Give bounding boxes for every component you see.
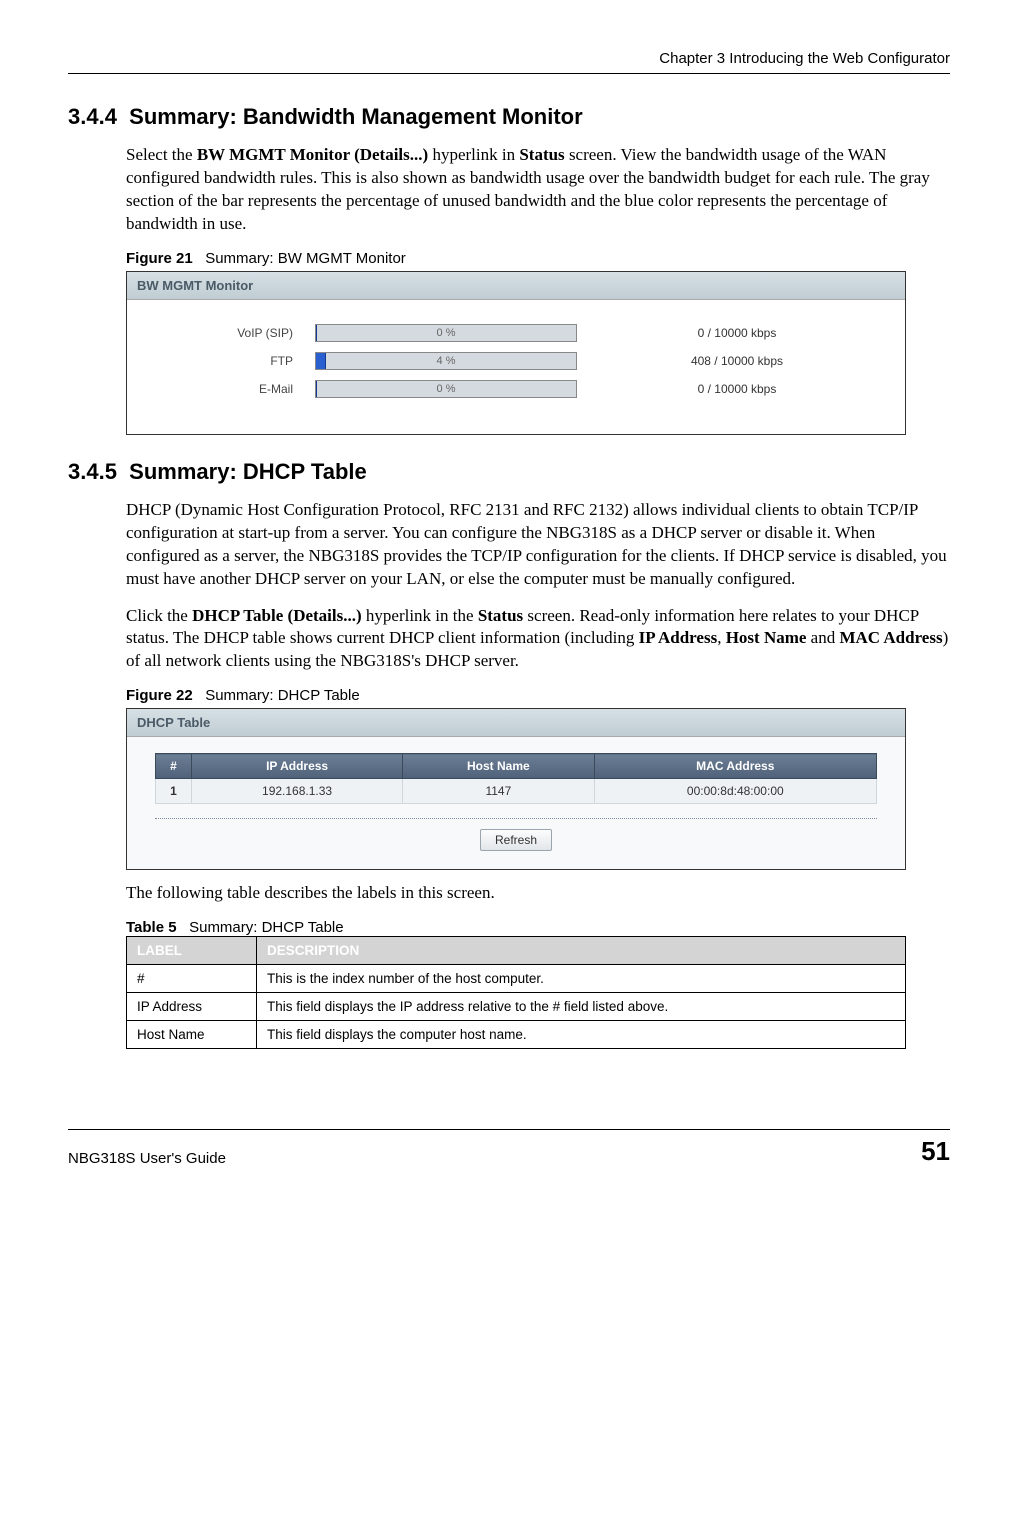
bw-usage: 408 / 10000 kbps: [577, 354, 897, 368]
bw-label: E-Mail: [135, 382, 315, 396]
table5-header-row: LABELDESCRIPTION: [127, 937, 906, 965]
bw-bar-text: 4 %: [316, 355, 576, 367]
dhcp-col-header: #: [156, 754, 192, 779]
figure22-panel: DHCP Table #IP AddressHost NameMAC Addre…: [126, 708, 906, 870]
dhcp-row: 1192.168.1.33114700:00:8d:48:00:00: [156, 779, 877, 804]
table5-label: Host Name: [127, 1021, 257, 1049]
figure22-body: #IP AddressHost NameMAC Address 1192.168…: [127, 737, 905, 869]
table5-caption: Table 5 Summary: DHCP Table: [126, 919, 950, 936]
section-345-para1: DHCP (Dynamic Host Configuration Protoco…: [126, 499, 950, 591]
p345-b1: DHCP Table (Details...): [192, 606, 362, 625]
dhcp-col-header: MAC Address: [594, 754, 876, 779]
bw-bar: 4 %: [315, 352, 577, 370]
dhcp-host: 1147: [403, 779, 594, 804]
table5-col-header: DESCRIPTION: [257, 937, 906, 965]
chapter-header: Chapter 3 Introducing the Web Configurat…: [68, 50, 950, 67]
bw-usage: 0 / 10000 kbps: [577, 326, 897, 340]
section-345-heading: 3.4.5 Summary: DHCP Table: [68, 459, 950, 485]
p344-t2: hyperlink in: [428, 145, 519, 164]
bw-label: FTP: [135, 354, 315, 368]
table5-body: #This is the index number of the host co…: [127, 965, 906, 1049]
table5-desc: This field displays the computer host na…: [257, 1021, 906, 1049]
bw-row: E-Mail0 %0 / 10000 kbps: [135, 380, 897, 398]
p345-t4: ,: [717, 628, 726, 647]
p344-b2: Status: [519, 145, 564, 164]
table5-row: Host NameThis field displays the compute…: [127, 1021, 906, 1049]
bw-bar-text: 0 %: [316, 327, 576, 339]
p345-t5: and: [806, 628, 839, 647]
header-rule: [68, 73, 950, 74]
dhcp-idx: 1: [156, 779, 192, 804]
section-345-number: 3.4.5: [68, 459, 117, 484]
page-footer: NBG318S User's Guide 51: [68, 1129, 950, 1167]
bw-row: FTP4 %408 / 10000 kbps: [135, 352, 897, 370]
dhcp-mac: 00:00:8d:48:00:00: [594, 779, 876, 804]
dhcp-table: #IP AddressHost NameMAC Address 1192.168…: [155, 753, 877, 804]
figure21-panel: BW MGMT Monitor VoIP (SIP)0 %0 / 10000 k…: [126, 271, 906, 435]
section-344-heading: 3.4.4 Summary: Bandwidth Management Moni…: [68, 104, 950, 130]
figure22-caption-label: Figure 22: [126, 687, 193, 704]
table5-caption-label: Table 5: [126, 919, 177, 936]
p345-b5: MAC Address: [839, 628, 942, 647]
table5-row: #This is the index number of the host co…: [127, 965, 906, 993]
table5-intro: The following table describes the labels…: [126, 882, 950, 905]
dhcp-ip: 192.168.1.33: [192, 779, 403, 804]
table5-label: #: [127, 965, 257, 993]
section-344-title: Summary: Bandwidth Management Monitor: [129, 104, 582, 129]
table5-desc: This field displays the IP address relat…: [257, 993, 906, 1021]
section-344-para: Select the BW MGMT Monitor (Details...) …: [126, 144, 950, 236]
p345-b4: Host Name: [726, 628, 807, 647]
p345-t2: hyperlink in the: [362, 606, 478, 625]
figure21-panel-title: BW MGMT Monitor: [127, 272, 905, 300]
dhcp-header-row: #IP AddressHost NameMAC Address: [156, 754, 877, 779]
figure21-caption-label: Figure 21: [126, 250, 193, 267]
p345-b3: IP Address: [639, 628, 718, 647]
refresh-button[interactable]: Refresh: [480, 829, 552, 851]
p344-t1: Select the: [126, 145, 197, 164]
refresh-row: Refresh: [155, 818, 877, 851]
table5-row: IP AddressThis field displays the IP add…: [127, 993, 906, 1021]
bw-bar: 0 %: [315, 380, 577, 398]
table5-caption-text: Summary: DHCP Table: [189, 919, 344, 936]
figure22-caption: Figure 22 Summary: DHCP Table: [126, 687, 950, 704]
bw-bar: 0 %: [315, 324, 577, 342]
figure22-panel-title: DHCP Table: [127, 709, 905, 737]
bw-usage: 0 / 10000 kbps: [577, 382, 897, 396]
dhcp-body: 1192.168.1.33114700:00:8d:48:00:00: [156, 779, 877, 804]
section-344-number: 3.4.4: [68, 104, 117, 129]
section-345-para2: Click the DHCP Table (Details...) hyperl…: [126, 605, 950, 674]
figure21-caption-text: Summary: BW MGMT Monitor: [205, 250, 406, 267]
figure21-body: VoIP (SIP)0 %0 / 10000 kbpsFTP4 %408 / 1…: [127, 300, 905, 434]
figure22-caption-text: Summary: DHCP Table: [205, 687, 360, 704]
section-345-title: Summary: DHCP Table: [129, 459, 367, 484]
bw-label: VoIP (SIP): [135, 326, 315, 340]
dhcp-col-header: IP Address: [192, 754, 403, 779]
figure21-caption: Figure 21 Summary: BW MGMT Monitor: [126, 250, 950, 267]
dhcp-col-header: Host Name: [403, 754, 594, 779]
table5-label: IP Address: [127, 993, 257, 1021]
p345-b2: Status: [478, 606, 523, 625]
table5-col-header: LABEL: [127, 937, 257, 965]
table5: LABELDESCRIPTION #This is the index numb…: [126, 936, 906, 1049]
table5-desc: This is the index number of the host com…: [257, 965, 906, 993]
footer-page: 51: [921, 1136, 950, 1167]
p344-b1: BW MGMT Monitor (Details...): [197, 145, 428, 164]
footer-guide: NBG318S User's Guide: [68, 1150, 226, 1167]
bw-row: VoIP (SIP)0 %0 / 10000 kbps: [135, 324, 897, 342]
p345-t1: Click the: [126, 606, 192, 625]
bw-bar-text: 0 %: [316, 383, 576, 395]
